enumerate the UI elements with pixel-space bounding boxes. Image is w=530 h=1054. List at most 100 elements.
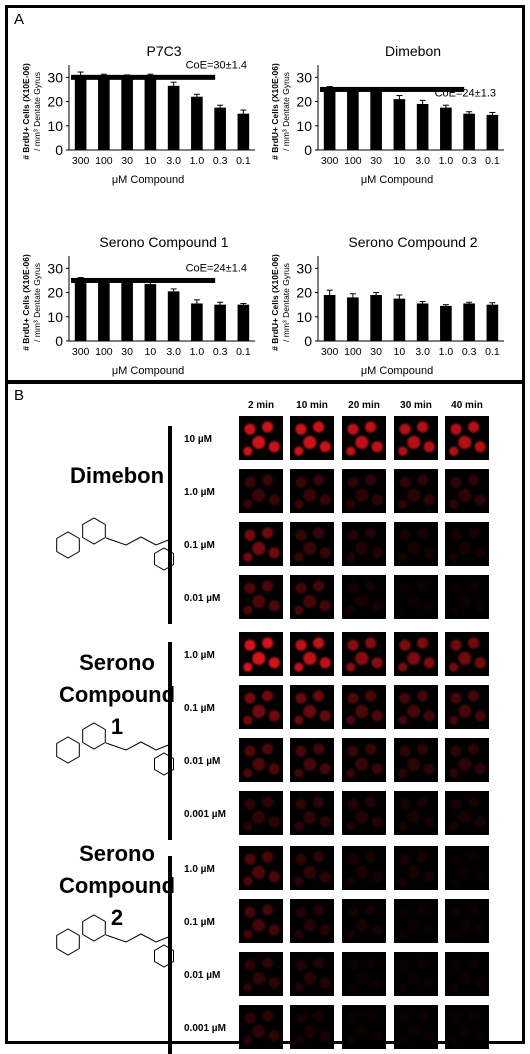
microscopy-image [394,738,438,782]
coe-annotation: CoE=24±1.3 [435,87,496,99]
fluorescence-signal [445,1005,489,1049]
fluorescence-signal [394,899,438,943]
microscopy-image [342,522,386,566]
fluorescence-signal [394,685,438,729]
bar [144,284,157,341]
y-tick-label: 0 [304,333,312,349]
microscopy-image [394,575,438,619]
fluorescence-signal [342,469,386,513]
y-axis-label-unit: / mm³ Dentate Gyrus [32,72,42,151]
bar [74,74,87,150]
microscopy-image [445,632,489,676]
y-axis-label: # BrdU+ Cells (X10E-06) [21,254,31,351]
bar [323,89,336,150]
group-bracket [168,642,172,840]
side-chain [105,536,172,546]
x-tick-label: 0.3 [213,346,228,358]
microscopy-image [445,575,489,619]
fluorescence-signal [394,1005,438,1049]
y-tick-label: 0 [55,142,63,158]
microscopy-image [342,952,386,996]
microscopy-image [342,469,386,513]
panel-a-letter: A [14,11,25,28]
coe-annotation: CoE=24±1.4 [186,262,247,274]
fluorescence-signal [290,416,334,460]
y-axis-label-unit: / mm³ Dentate Gyrus [281,72,291,151]
microscopy-image [445,846,489,890]
chart-title: Serono Compound 2 [348,234,477,250]
bar [214,304,226,341]
y-axis-label: # BrdU+ Cells (X10E-06) [270,254,280,351]
bar [191,96,203,150]
microscopy-image [239,469,283,513]
bar [463,113,475,150]
concentration-label: 0.001 µM [184,1023,226,1034]
y-axis-label: # BrdU+ Cells (X10E-06) [21,63,31,160]
x-tick-label: 10 [394,155,406,167]
bar [121,77,133,150]
x-tick-label: 100 [95,346,113,358]
fluorescence-signal [239,846,283,890]
ring [154,547,174,571]
y-tick-label: 30 [296,260,312,276]
fluorescence-signal [290,791,334,835]
fluorescence-signal [394,738,438,782]
concentration-label: 10 µM [184,434,212,445]
y-tick-label: 30 [296,69,312,85]
microscopy-image [394,952,438,996]
concentration-label: 0.01 µM [184,593,221,604]
compound-name-line: Serono [79,841,155,866]
fluorescence-signal [394,846,438,890]
bar [370,91,382,150]
fluorescence-signal [394,469,438,513]
chart-title: Serono Compound 1 [99,234,228,250]
y-axis-label-unit: / mm³ Dentate Gyrus [32,263,42,342]
fluorescence-signal [290,952,334,996]
time-label: 10 min [296,400,328,411]
bar [191,303,203,341]
microscopy-image [290,522,334,566]
microscopy-image [290,632,334,676]
bar [98,76,110,150]
fluorescence-signal [445,791,489,835]
concentration-label: 1.0 µM [184,650,215,661]
group-bracket [168,856,172,1054]
time-label: 2 min [247,400,275,411]
concentration-label: 0.001 µM [184,809,226,820]
ring [82,517,106,545]
fluorescence-signal [342,899,386,943]
y-tick-label: 0 [304,142,312,158]
fluorescence-signal [342,846,386,890]
microscopy-image [445,416,489,460]
microscopy-image [290,738,334,782]
x-tick-label: 0.3 [462,346,477,358]
compound-name-line: Compound 2 [58,873,176,930]
coe-annotation: CoE=30±1.4 [186,59,247,71]
x-axis-label: μM Compound [361,365,433,377]
fluorescence-signal [290,1005,334,1049]
microscopy-image [394,899,438,943]
x-tick-label: 300 [321,155,339,167]
bar [74,280,87,341]
benzene-ring [56,736,80,764]
microscopy-image [290,1005,334,1049]
fluorescence-signal [342,575,386,619]
panel-a: A 0 10 20 30 300 100 30 10 3.0 1.0 0.3 0.1 CoE=30±1.… [5,5,525,383]
microscopy-image [342,846,386,890]
microscopy-image [239,575,283,619]
bar [237,304,250,341]
compound-name-line: Serono [79,650,155,675]
x-tick-label: 0.1 [485,155,500,167]
microscopy-image [342,899,386,943]
compound-name-line: Compound 1 [58,682,176,739]
x-tick-label: 1.0 [439,155,454,167]
reference-line [320,86,465,92]
ring [154,944,174,968]
fluorescence-signal [239,416,283,460]
x-tick-label: 0.3 [213,155,228,167]
microscopy-image [342,791,386,835]
concentration-label: 0.01 µM [184,756,221,767]
fluorescence-signal [239,899,283,943]
x-tick-label: 300 [72,155,90,167]
